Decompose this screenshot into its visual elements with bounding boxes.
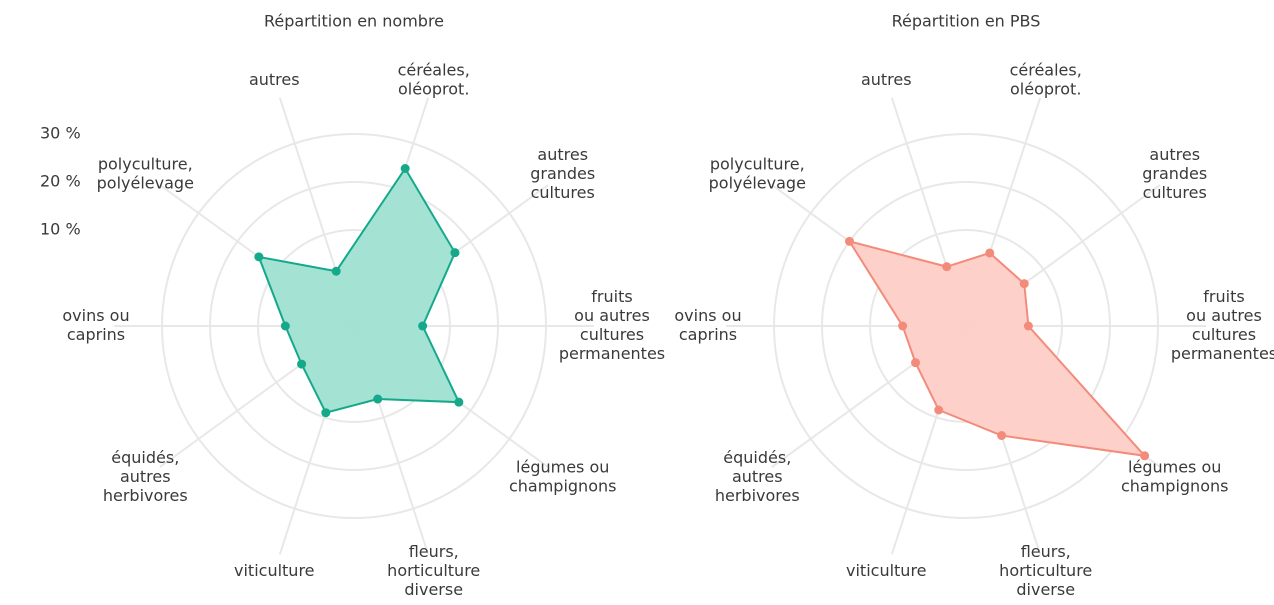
category-label: autres bbox=[1149, 145, 1200, 164]
category-label: horticulture bbox=[387, 561, 480, 580]
category-label: horticulture bbox=[999, 561, 1092, 580]
category-label: polyculture, bbox=[710, 154, 805, 173]
data-point bbox=[454, 397, 464, 407]
category-label: grandes bbox=[530, 164, 595, 183]
data-point bbox=[297, 359, 307, 369]
category-label: cultures bbox=[531, 183, 595, 202]
category-label: diverse bbox=[1016, 580, 1075, 599]
category-label: polyélevage bbox=[709, 173, 806, 192]
category-label: légumes ou bbox=[1128, 458, 1221, 477]
category-label: caprins bbox=[679, 325, 737, 344]
r-tick-label: 20 % bbox=[40, 172, 81, 191]
data-point bbox=[1019, 279, 1029, 289]
category-label: champignons bbox=[1121, 477, 1229, 496]
category-label: autres bbox=[120, 467, 171, 486]
data-point bbox=[254, 252, 264, 262]
category-label: herbivores bbox=[715, 486, 800, 505]
category-label: équidés, bbox=[111, 448, 179, 467]
data-point bbox=[845, 236, 855, 246]
radar-area bbox=[257, 166, 461, 414]
category-label: ou autres bbox=[574, 306, 650, 325]
data-point bbox=[934, 405, 944, 415]
category-label: autres bbox=[861, 70, 912, 89]
category-label: équidés, bbox=[723, 448, 791, 467]
data-point bbox=[1140, 451, 1150, 461]
category-label: cultures bbox=[1192, 325, 1256, 344]
data-point bbox=[450, 248, 460, 258]
category-label: ovins ou bbox=[62, 306, 129, 325]
data-point bbox=[898, 321, 908, 331]
category-label: polyélevage bbox=[97, 173, 194, 192]
r-tick-label: 30 % bbox=[40, 124, 81, 143]
category-label: céréales, bbox=[1010, 61, 1082, 80]
category-label: céréales, bbox=[398, 61, 470, 80]
category-label: fruits bbox=[1203, 287, 1244, 306]
category-label: légumes ou bbox=[516, 458, 609, 477]
category-label: diverse bbox=[404, 580, 463, 599]
data-point bbox=[1023, 321, 1033, 331]
category-label: fleurs, bbox=[409, 542, 459, 561]
category-label: permanentes bbox=[559, 344, 665, 363]
data-point bbox=[280, 321, 290, 331]
chart-title: Répartition en PBS bbox=[892, 12, 1041, 31]
category-label: polyculture, bbox=[98, 154, 193, 173]
category-label: caprins bbox=[67, 325, 125, 344]
data-point bbox=[331, 266, 341, 276]
data-point bbox=[942, 262, 952, 272]
category-label: autres bbox=[249, 70, 300, 89]
category-label: herbivores bbox=[103, 486, 188, 505]
data-point bbox=[400, 164, 410, 174]
category-label: fruits bbox=[591, 287, 632, 306]
data-point bbox=[911, 358, 921, 368]
category-label: viticulture bbox=[234, 561, 315, 580]
category-label: champignons bbox=[509, 477, 617, 496]
category-label: viticulture bbox=[846, 561, 927, 580]
category-label: autres bbox=[537, 145, 588, 164]
category-label: ovins ou bbox=[674, 306, 741, 325]
data-point bbox=[418, 321, 428, 331]
data-point bbox=[321, 408, 331, 418]
category-label: oléoprot. bbox=[1010, 80, 1081, 99]
category-label: grandes bbox=[1142, 164, 1207, 183]
category-label: permanentes bbox=[1171, 344, 1274, 363]
category-label: fleurs, bbox=[1021, 542, 1071, 561]
category-label: ou autres bbox=[1186, 306, 1262, 325]
r-tick-label: 10 % bbox=[40, 220, 81, 239]
category-label: oléoprot. bbox=[398, 80, 469, 99]
data-point bbox=[373, 394, 383, 404]
category-label: cultures bbox=[1143, 183, 1207, 202]
chart-title: Répartition en nombre bbox=[264, 12, 444, 31]
data-point bbox=[985, 248, 995, 258]
category-label: autres bbox=[732, 467, 783, 486]
data-point bbox=[997, 431, 1007, 441]
category-label: cultures bbox=[580, 325, 644, 344]
